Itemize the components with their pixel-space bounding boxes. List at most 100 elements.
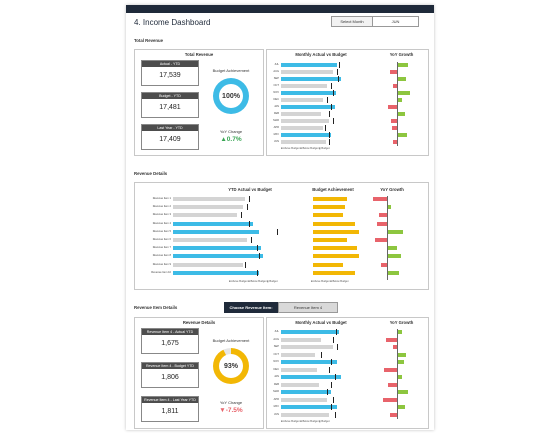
yoy-bar (397, 330, 403, 334)
month-label: JUL (274, 63, 279, 66)
item-label: Revenue Item 8 (152, 254, 171, 258)
total-revenue-panel: Total Revenue Actual - YTD 17,539 Budget… (134, 49, 264, 156)
yoy-bar (392, 140, 397, 144)
actual-bar (281, 91, 336, 95)
kpi-value: 1,806 (161, 374, 179, 381)
achievement-value: 93% (223, 363, 238, 370)
month-label: APR (273, 126, 279, 129)
yoy-bar (387, 270, 399, 275)
yoy-label: YoY Change (219, 400, 243, 405)
growth-chart-title: YoY Growth (389, 52, 414, 57)
monthly-chart-panel: Monthly Actual vs Budget YoY Growth JUL A… (266, 49, 429, 156)
donut-hole (219, 84, 243, 108)
budget-marker (277, 228, 278, 235)
achievement-chart-title: Budget Achievement (312, 187, 354, 192)
budget-marker (331, 404, 332, 410)
section-total-revenue: Total Revenue (134, 38, 164, 43)
actual-bar (281, 345, 333, 349)
kpi-label: Revenue Item 4 - Last Year YTD (142, 397, 198, 403)
yoy-label: YoY Change (219, 129, 243, 134)
month-label: NOV (273, 91, 279, 94)
actual-bar (173, 246, 261, 251)
yoy-bar (397, 352, 406, 357)
achievement-bar (313, 221, 355, 226)
budget-marker (257, 245, 258, 252)
yoy-bar (387, 254, 401, 259)
yoy-bar (397, 390, 408, 394)
actual-bar (281, 77, 341, 81)
budget-marker (259, 253, 260, 260)
kpi-value: 1,675 (161, 340, 179, 347)
item-details-panel: Revenue Details Revenue Item 4 - Actual … (134, 317, 264, 429)
item-label: Revenue Item 4 (152, 221, 171, 225)
budget-marker (249, 220, 250, 227)
budget-marker (329, 366, 330, 373)
item-label: Revenue Item 9 (152, 262, 171, 266)
budget-marker (331, 359, 332, 365)
actual-bar (173, 262, 243, 267)
month-label: JAN (274, 375, 279, 378)
month-label: OCT (273, 84, 279, 87)
month-label: MAR (273, 390, 279, 393)
budget-marker (247, 204, 248, 211)
yoy-axis (397, 329, 398, 419)
yoy-bar (397, 98, 403, 102)
select-month-dropdown[interactable]: JUN (372, 16, 419, 27)
revenue-details-panel: YTD Actual vs Budget Budget Achievement … (134, 182, 429, 290)
achievement-bar (313, 229, 359, 234)
budget-marker (333, 396, 334, 403)
month-label: OCT (273, 352, 279, 356)
chart-legend: ■ Above Budget ■ Below Budget ▮ Budget (229, 280, 278, 283)
item-label: Revenue Item 6 (152, 238, 171, 241)
item-label: Revenue Item 5 (152, 229, 171, 233)
budget-marker (333, 336, 334, 343)
kpi-label: Revenue Item 4 - Budget YTD (142, 363, 198, 369)
actual-bar (281, 375, 341, 379)
yoy-bar (397, 91, 410, 95)
yoy-bar (388, 105, 397, 109)
budget-marker (335, 411, 336, 418)
month-label: SEP (273, 345, 279, 348)
actual-bar (281, 140, 326, 144)
yoy-bar (387, 205, 391, 210)
achievement-bar (313, 213, 343, 218)
kpi-label: Last Year - YTD (142, 125, 198, 131)
month-label: JUN (273, 412, 279, 416)
achievement-donut (213, 348, 249, 384)
kpi-actual-ytd: Actual - YTD 17,539 (141, 60, 199, 86)
budget-marker (327, 97, 328, 103)
achievement-value: 100% (222, 93, 240, 100)
budget-marker (331, 381, 332, 388)
month-label: MAY (273, 405, 279, 408)
yoy-bar (388, 382, 397, 387)
budget-marker (245, 261, 246, 268)
budget-marker (336, 329, 337, 335)
yoy-axis (397, 62, 398, 146)
month-label: APR (273, 397, 279, 401)
actual-bar (173, 197, 245, 201)
growth-chart-title: YoY Growth (380, 187, 404, 192)
budget-marker (327, 389, 328, 395)
item-label: Revenue Item 1 (152, 197, 171, 200)
yoy-bar (387, 229, 403, 234)
chart-legend: ■ Above Budget ■ Below Budget ▮ Budget (281, 420, 330, 423)
budget-marker (329, 139, 330, 145)
actual-bar (281, 133, 331, 137)
choose-item-dropdown[interactable]: Revenue Item 4 (278, 302, 338, 313)
dashboard-page: 4. Income Dashboard Select Month JUN Tot… (126, 5, 434, 430)
month-label: FEB (273, 382, 279, 386)
yoy-bar (375, 238, 387, 242)
achievement-bar (313, 238, 347, 242)
kpi-label: Budget - YTD (142, 93, 198, 99)
actual-bar (281, 70, 333, 74)
actual-bar (281, 98, 323, 102)
budget-marker (333, 90, 334, 96)
yoy-bar (390, 119, 397, 123)
yoy-bar (397, 133, 407, 137)
kpi-item-lastyear: Revenue Item 4 - Last Year YTD 1,811 (141, 396, 199, 422)
actual-bar (281, 382, 319, 387)
section-revenue-details: Revenue Details (134, 171, 168, 176)
yoy-bar (389, 70, 397, 74)
top-bar (126, 5, 434, 13)
actual-bar (281, 352, 315, 357)
